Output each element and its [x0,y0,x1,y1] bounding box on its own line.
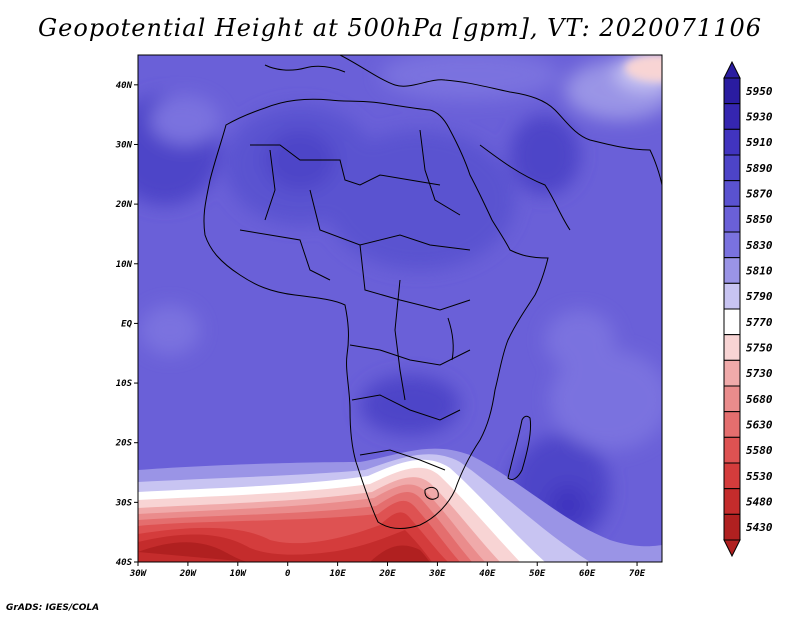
colorbar-label: 5910 [746,136,773,149]
country-border [359,244,471,311]
colorbar-swatch [723,488,741,515]
colorbar-swatch [723,334,741,361]
lon-tick-label: 20W [179,569,198,579]
colorbar-swatch [723,462,741,490]
country-border [250,144,441,186]
colorbar-label: 5680 [746,393,773,406]
colorbar-swatch [723,513,741,541]
colorbar-label: 5850 [746,213,773,226]
lat-tick-label: EQ [121,319,132,329]
lat-tick-label: 20S [115,439,133,449]
colorbar: 5950 5930 5910 5890 5870 5850 5830 5810 5790 5770… [723,60,773,558]
lat-tick-label: 30S [115,498,133,508]
lon-tick-label: 20E [378,569,396,579]
colorbar-label: 5580 [746,444,773,457]
colorbar-label: 5890 [746,162,773,175]
field-band [370,545,430,562]
longitude-axis: 30W 20W 10W 0 10E 20E 30E 40E 50E 60E 70E [129,562,646,579]
field-band [138,542,250,562]
colorbar-swatch [723,308,741,336]
field-blob [380,55,560,100]
arabia-coastline [479,144,571,231]
colorbar-swatch [723,385,741,413]
colorbar-swatch [723,205,741,233]
lake-border [447,317,454,361]
colorbar-swatch [723,436,741,464]
colorbar-label: 5750 [746,342,773,355]
colorbar-top-arrow [723,60,741,79]
lon-tick-label: 10W [230,569,248,579]
colorbar-label: 5930 [746,111,773,124]
country-border [359,449,446,471]
country-border [394,279,406,401]
field-blob [150,95,220,145]
colorbar-label: 5870 [746,188,773,201]
colorbar-swatch [723,103,741,130]
country-border [419,129,461,216]
field-blob [360,375,460,435]
lesotho-border [424,486,439,500]
lat-tick-label: 40N [116,81,133,91]
lon-tick-label: 40E [479,569,496,579]
lon-tick-label: 0 [285,569,291,579]
lat-tick-label: 10N [116,260,133,270]
colorbar-label: 5530 [746,470,773,483]
country-border [264,149,276,221]
country-border [349,344,471,366]
lat-tick-label: 40S [116,558,133,568]
colorbar-label: 5730 [746,367,773,380]
colorbar-label: 5950 [746,85,773,98]
colorbar-swatch [723,154,741,182]
colorbar-swatch [723,231,741,259]
country-border [309,189,471,251]
lon-tick-label: 10E [329,569,346,579]
field-blob [625,55,662,82]
lat-tick-label: 20N [115,200,133,210]
eurasia-coastline [339,55,662,186]
height-field [138,55,662,562]
lon-tick-label: 30W [129,569,148,579]
lon-tick-label: 60E [579,569,596,579]
africa-coastline [203,98,549,529]
europe-coastline [264,64,346,73]
coastlines [203,55,662,529]
colorbar-swatch [723,411,741,438]
plot-frame [137,54,663,563]
colorbar-label: 5430 [746,521,773,534]
country-border [351,394,461,421]
lon-tick-label: 70E [629,569,646,579]
latitude-axis: 40N 30N 20N 10N EQ 10S 20S 30S 40S [115,81,138,568]
colorbar-swatch [723,359,741,387]
colorbar-swatch [723,180,741,207]
colorbar-label: 5630 [746,419,773,432]
lat-tick-label: 10S [116,379,133,389]
field-blob [550,350,662,450]
map-title: Geopotential Height at 500hPa [gpm], VT:… [38,14,762,42]
field-blob [325,130,515,270]
lat-tick-label: 30N [115,140,133,150]
colorbar-swatch [723,77,741,105]
colorbar-bottom-arrow [723,539,741,558]
field-blob [510,115,580,195]
colorbar-label: 5790 [746,290,773,303]
colorbar-swatch [723,128,741,156]
credit-text: GrADS: IGES/COLA [6,603,100,613]
lon-tick-label: 50E [529,569,546,579]
country-border [239,229,331,281]
colorbar-label: 5810 [746,265,773,278]
colorbar-swatch [723,282,741,310]
field-blob [140,305,200,355]
colorbar-label: 5770 [746,316,773,329]
lon-tick-label: 30E [428,569,446,579]
colorbar-label: 5480 [746,496,773,509]
colorbar-label: 5830 [746,239,773,252]
colorbar-swatch [723,257,741,284]
madagascar-coastline [507,415,531,481]
